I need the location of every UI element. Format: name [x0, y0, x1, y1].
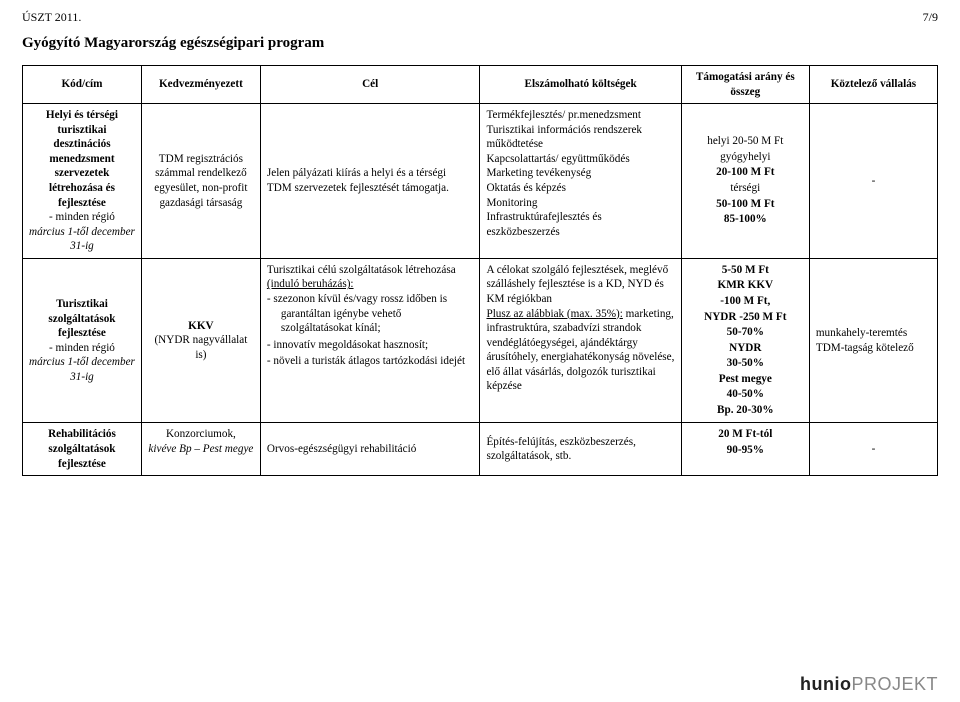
support-line: -100 M Ft,	[688, 294, 803, 309]
support-line: Pest megye	[688, 372, 803, 387]
support-line: 20 M Ft-tól	[688, 427, 803, 442]
page-header: ÚSZT 2011. 7/9	[22, 10, 938, 26]
cost-item: Monitoring	[486, 196, 674, 211]
support-line: térségi	[688, 181, 803, 196]
table-row: Helyi és térségi turisztikai desztináció…	[23, 104, 938, 259]
support-line: gyógyhelyi	[688, 150, 803, 165]
cell-beneficiary: TDM regisztrációs számmal rendelkező egy…	[141, 104, 260, 259]
support-line: 50-100 M Ft	[688, 197, 803, 212]
beneficiary-main: KKV	[148, 319, 254, 334]
code-extra: - minden régió	[29, 210, 135, 225]
col-header: Köztelező vállalás	[809, 66, 937, 104]
cost-item: Marketing tevékenység	[486, 166, 674, 181]
cell-support: helyi 20-50 M Ft gyógyhelyi 20-100 M Ft …	[681, 104, 809, 259]
table-row: Rehabilitációs szolgáltatások fejlesztés…	[23, 423, 938, 476]
col-header: Kedvezményezett	[141, 66, 260, 104]
code-title: Turisztikai szolgáltatások fejlesztése	[29, 297, 135, 341]
col-header: Támogatási arány és összeg	[681, 66, 809, 104]
cost-item: Kapcsolattartás/ együttműködés	[486, 152, 674, 167]
cell-costs: A célokat szolgáló fejlesztések, meglévő…	[480, 258, 681, 423]
costs-text: Építés-felújítás, eszközbeszerzés, szolg…	[486, 436, 635, 463]
costs-lead: Plusz az alábbiak (max. 35%):	[486, 308, 622, 320]
footer-logo: hunioPROJEKT	[800, 673, 938, 696]
footer-projekt: PROJEKT	[851, 674, 938, 694]
section-title: Gyógyító Magyarország egészségipari prog…	[22, 34, 938, 54]
footer-hunio: hunio	[800, 674, 851, 694]
support-line: 85-100%	[688, 212, 803, 227]
cell-beneficiary: Konzorciumok, kivéve Bp – Pest megye	[141, 423, 260, 476]
cell-goal: Jelen pályázati kiírás a helyi és a térs…	[260, 104, 480, 259]
support-line: 50-70%	[688, 325, 803, 340]
beneficiary-text: TDM regisztrációs számmal rendelkező egy…	[154, 153, 247, 209]
goal-text: Jelen pályázati kiírás a helyi és a térs…	[267, 167, 449, 194]
support-line: 5-50 M Ft	[688, 263, 803, 278]
code-extra: - minden régió	[29, 341, 135, 356]
goal-bullet: növeli a turisták átlagos tartózkodási i…	[267, 354, 474, 369]
code-extra: március 1-től december 31-ig	[29, 355, 135, 384]
goal-bullet: innovatív megoldásokat hasznosít;	[267, 338, 474, 353]
cell-obligation: munkahely-teremtés TDM-tagság kötelező	[809, 258, 937, 423]
costs-line: Plusz az alábbiak (max. 35%): marketing,…	[486, 307, 674, 394]
cell-code: Rehabilitációs szolgáltatások fejlesztés…	[23, 423, 142, 476]
beneficiary-sub: kivéve Bp – Pest megye	[148, 442, 254, 457]
support-line: 20-100 M Ft	[688, 165, 803, 180]
support-line: Bp. 20-30%	[688, 403, 803, 418]
support-line: NYDR -250 M Ft	[688, 310, 803, 325]
support-line: 30-50%	[688, 356, 803, 371]
support-line: helyi 20-50 M Ft	[688, 134, 803, 149]
cost-item: Termékfejlesztés/ pr.menedzsment	[486, 108, 674, 123]
cell-beneficiary: KKV (NYDR nagyvállalat is)	[141, 258, 260, 423]
goal-bullets: szezonon kívül és/vagy rossz időben is g…	[267, 292, 474, 369]
cell-support: 5-50 M Ft KMR KKV -100 M Ft, NYDR -250 M…	[681, 258, 809, 423]
cell-costs: Építés-felújítás, eszközbeszerzés, szolg…	[480, 423, 681, 476]
goal-bullet: szezonon kívül és/vagy rossz időben is g…	[267, 292, 474, 336]
support-line: NYDR	[688, 341, 803, 356]
table-header-row: Kód/cím Kedvezményezett Cél Elszámolható…	[23, 66, 938, 104]
support-line: 90-95%	[688, 443, 803, 458]
cost-item: Oktatás és képzés	[486, 181, 674, 196]
col-header: Cél	[260, 66, 480, 104]
cell-costs: Termékfejlesztés/ pr.menedzsment Turiszt…	[480, 104, 681, 259]
program-table: Kód/cím Kedvezményezett Cél Elszámolható…	[22, 65, 938, 476]
cost-item: Turisztikai információs rendszerek működ…	[486, 123, 674, 152]
cell-goal: Orvos-egészségügyi rehabilitáció	[260, 423, 480, 476]
obligation-text: -	[872, 175, 876, 187]
goal-under: (induló beruházás):	[267, 278, 354, 290]
page-number: 7/9	[923, 10, 938, 26]
goal-intro: Turisztikai célú szolgáltatások létrehoz…	[267, 264, 456, 276]
cell-obligation: -	[809, 104, 937, 259]
costs-rest: marketing, infrastruktúra, szabadvízi st…	[486, 308, 674, 393]
col-header: Elszámolható költségek	[480, 66, 681, 104]
cell-goal: Turisztikai célú szolgáltatások létrehoz…	[260, 258, 480, 423]
cost-item: Infrastruktúrafejlesztés és eszközbeszer…	[486, 210, 674, 239]
cell-obligation: -	[809, 423, 937, 476]
doc-label: ÚSZT 2011.	[22, 10, 81, 26]
code-title: Helyi és térségi turisztikai desztináció…	[29, 108, 135, 210]
goal-text: Orvos-egészségügyi rehabilitáció	[267, 443, 416, 455]
obligation-text: munkahely-teremtés TDM-tagság kötelező	[816, 327, 914, 354]
cell-code: Turisztikai szolgáltatások fejlesztése -…	[23, 258, 142, 423]
costs-line: A célokat szolgáló fejlesztések, meglévő…	[486, 263, 674, 307]
page: ÚSZT 2011. 7/9 Gyógyító Magyarország egé…	[0, 0, 960, 702]
support-line: KMR KKV	[688, 278, 803, 293]
cell-support: 20 M Ft-tól 90-95%	[681, 423, 809, 476]
cell-code: Helyi és térségi turisztikai desztináció…	[23, 104, 142, 259]
obligation-text: -	[872, 443, 876, 455]
beneficiary-sub: (NYDR nagyvállalat is)	[148, 333, 254, 362]
goal-intro-line: Turisztikai célú szolgáltatások létrehoz…	[267, 263, 474, 292]
support-line: 40-50%	[688, 387, 803, 402]
code-title: Rehabilitációs szolgáltatások fejlesztés…	[29, 427, 135, 471]
col-header: Kód/cím	[23, 66, 142, 104]
beneficiary-main: Konzorciumok,	[148, 427, 254, 442]
table-row: Turisztikai szolgáltatások fejlesztése -…	[23, 258, 938, 423]
code-extra: március 1-től december 31-ig	[29, 225, 135, 254]
